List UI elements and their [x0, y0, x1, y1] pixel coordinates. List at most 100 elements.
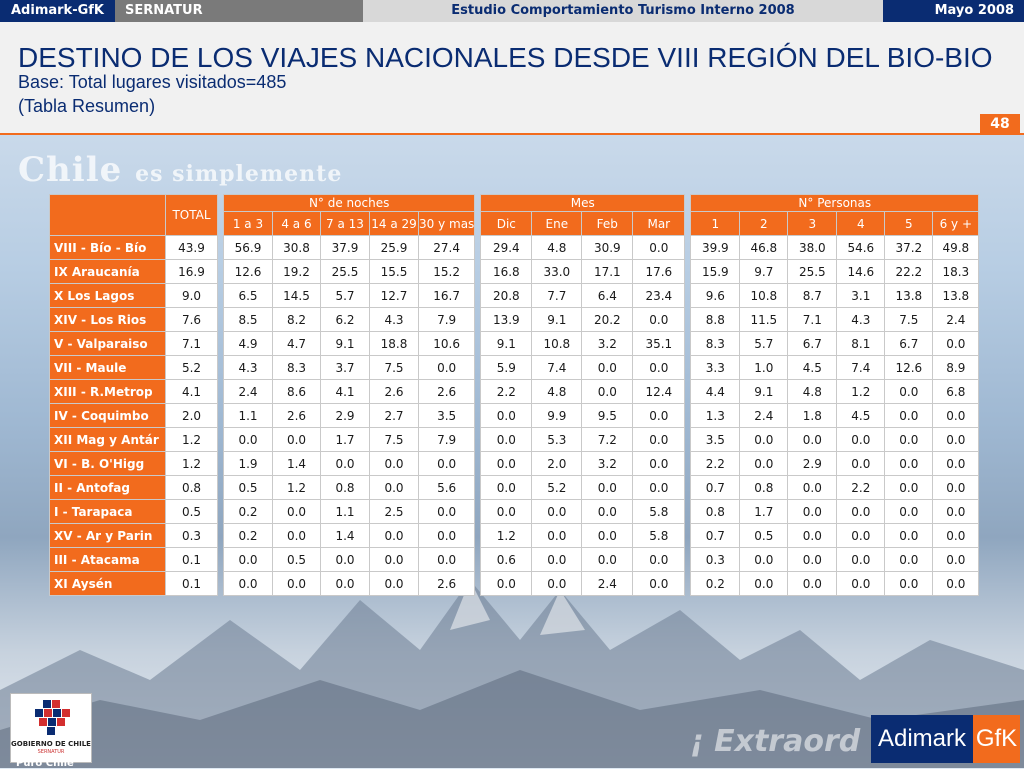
mes-cell: 16.8	[480, 259, 533, 284]
gobierno-text: GOBIERNO DE CHILE	[11, 740, 91, 748]
mes-cell: 0.0	[632, 355, 686, 380]
mes-cell: 5.2	[531, 475, 583, 500]
noches-cell: 0.0	[223, 427, 273, 452]
total-cell: 7.1	[165, 331, 218, 356]
personas-cell: 10.8	[739, 283, 789, 308]
personas-cell: 5.7	[739, 331, 789, 356]
noches-cell: 7.9	[417, 307, 476, 332]
noches-cell: 0.0	[272, 427, 321, 452]
mes-cell: 0.0	[480, 427, 533, 452]
mes-cell: 3.2	[581, 331, 634, 356]
gobierno-logo: GOBIERNO DE CHILE SERNATUR	[10, 693, 92, 763]
mes-col-header: Mar	[632, 211, 686, 236]
personas-cell: 6.7	[884, 331, 934, 356]
adimark-wordmark: Adimark	[871, 715, 973, 763]
personas-cell: 14.6	[836, 259, 886, 284]
personas-cell: 0.0	[884, 427, 934, 452]
table-row: XIV - Los Rios 7.6 8.5 8.2 6.2 4.3 7.9 13.9 9.1 2…	[49, 307, 980, 332]
mes-cell: 0.0	[632, 235, 686, 260]
region-label: V - Valparaiso	[49, 331, 166, 356]
mes-cell: 10.8	[531, 331, 583, 356]
noches-cell: 0.0	[272, 523, 321, 548]
personas-cell: 0.7	[690, 523, 741, 548]
total-cell: 0.1	[165, 547, 218, 572]
personas-cell: 0.0	[787, 547, 838, 572]
personas-cell: 2.4	[932, 307, 980, 332]
mes-cell: 0.0	[632, 427, 686, 452]
slogan-rest: es simplemente	[135, 161, 343, 187]
region-label: VII - Maule	[49, 355, 166, 380]
puro-chile-text: Puro Chile	[16, 758, 74, 769]
noches-cell: 1.4	[320, 523, 370, 548]
mes-cell: 2.4	[581, 571, 634, 596]
noches-col-header: 4 a 6	[272, 211, 321, 236]
noches-cell: 5.7	[320, 283, 370, 308]
noches-cell: 14.5	[272, 283, 321, 308]
table-body: VIII - Bío - Bío 43.9 56.9 30.8 37.9 25.9 27.4…	[49, 235, 980, 596]
mes-cell: 0.0	[632, 547, 686, 572]
region-label: VIII - Bío - Bío	[49, 235, 166, 260]
personas-cell: 13.8	[884, 283, 934, 308]
noches-cell: 0.0	[369, 523, 419, 548]
mes-cell: 0.0	[632, 451, 686, 476]
personas-cell: 0.0	[932, 475, 980, 500]
total-cell: 1.2	[165, 427, 218, 452]
top-bar: Adimark-GfK SERNATUR Estudio Comportamie…	[0, 0, 1024, 22]
noches-cell: 7.5	[369, 427, 419, 452]
sernatur-text: SERNATUR	[37, 749, 65, 755]
personas-col-header: 2	[739, 211, 789, 236]
noches-cell: 0.0	[320, 451, 370, 476]
noches-cell: 6.2	[320, 307, 370, 332]
noches-cell: 7.5	[369, 355, 419, 380]
noches-cell: 0.0	[417, 355, 476, 380]
mes-cell: 35.1	[632, 331, 686, 356]
noches-cell: 3.5	[417, 403, 476, 428]
personas-cell: 0.5	[739, 523, 789, 548]
mes-cell: 5.8	[632, 499, 686, 524]
personas-cell: 49.8	[932, 235, 980, 260]
mes-cell: 20.8	[480, 283, 533, 308]
personas-cell: 1.0	[739, 355, 789, 380]
personas-cell: 3.3	[690, 355, 741, 380]
mes-cell: 0.0	[480, 499, 533, 524]
mes-cell: 29.4	[480, 235, 533, 260]
personas-cell: 8.1	[836, 331, 886, 356]
region-label: XIV - Los Rios	[49, 307, 166, 332]
personas-cell: 4.5	[836, 403, 886, 428]
region-label: XV - Ar y Parin	[49, 523, 166, 548]
noches-cell: 4.7	[272, 331, 321, 356]
total-cell: 43.9	[165, 235, 218, 260]
gfk-wordmark: GfK	[973, 715, 1020, 763]
mes-cell: 4.8	[531, 379, 583, 404]
base-note: Base: Total lugares visitados=485	[18, 72, 287, 92]
mes-cell: 17.6	[632, 259, 686, 284]
noches-cell: 1.2	[272, 475, 321, 500]
personas-cell: 46.8	[739, 235, 789, 260]
personas-cell: 0.0	[739, 427, 789, 452]
personas-col-header: 5	[884, 211, 934, 236]
noches-cell: 15.2	[417, 259, 476, 284]
table-row: XI Aysén 0.1 0.0 0.0 0.0 0.0 2.6 0.0 0.0 2.4 0.0 0.…	[49, 571, 980, 596]
header-divider	[0, 133, 1024, 135]
total-cell: 0.1	[165, 571, 218, 596]
mes-cell: 9.1	[480, 331, 533, 356]
personas-cell: 0.8	[690, 499, 741, 524]
personas-cell: 0.0	[787, 523, 838, 548]
noches-cell: 1.7	[320, 427, 370, 452]
noches-cell: 0.5	[223, 475, 273, 500]
noches-cell: 25.9	[369, 235, 419, 260]
noches-cell: 8.6	[272, 379, 321, 404]
summary-note: (Tabla Resumen)	[18, 96, 156, 116]
personas-cell: 0.2	[690, 571, 741, 596]
personas-cell: 7.1	[787, 307, 838, 332]
noches-cell: 5.6	[417, 475, 476, 500]
total-cell: 16.9	[165, 259, 218, 284]
region-label: III - Atacama	[49, 547, 166, 572]
region-label: IV - Coquimbo	[49, 403, 166, 428]
personas-cell: 0.0	[884, 499, 934, 524]
client-label: SERNATUR	[115, 0, 363, 22]
noches-col-header: 30 y mas	[417, 211, 476, 236]
personas-col-header: 6 y +	[932, 211, 980, 236]
personas-cell: 0.0	[884, 403, 934, 428]
personas-cell: 12.6	[884, 355, 934, 380]
